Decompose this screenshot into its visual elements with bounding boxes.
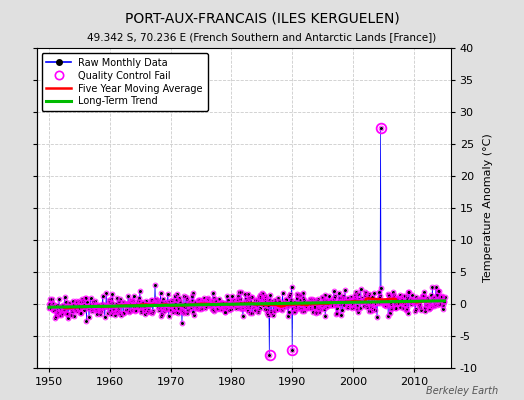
Text: 49.342 S, 70.236 E (French Southern and Antarctic Lands [France]): 49.342 S, 70.236 E (French Southern and …	[88, 32, 436, 42]
Text: Berkeley Earth: Berkeley Earth	[425, 386, 498, 396]
Y-axis label: Temperature Anomaly (°C): Temperature Anomaly (°C)	[483, 134, 493, 282]
Text: PORT-AUX-FRANCAIS (ILES KERGUELEN): PORT-AUX-FRANCAIS (ILES KERGUELEN)	[125, 12, 399, 26]
Legend: Raw Monthly Data, Quality Control Fail, Five Year Moving Average, Long-Term Tren: Raw Monthly Data, Quality Control Fail, …	[41, 53, 208, 111]
